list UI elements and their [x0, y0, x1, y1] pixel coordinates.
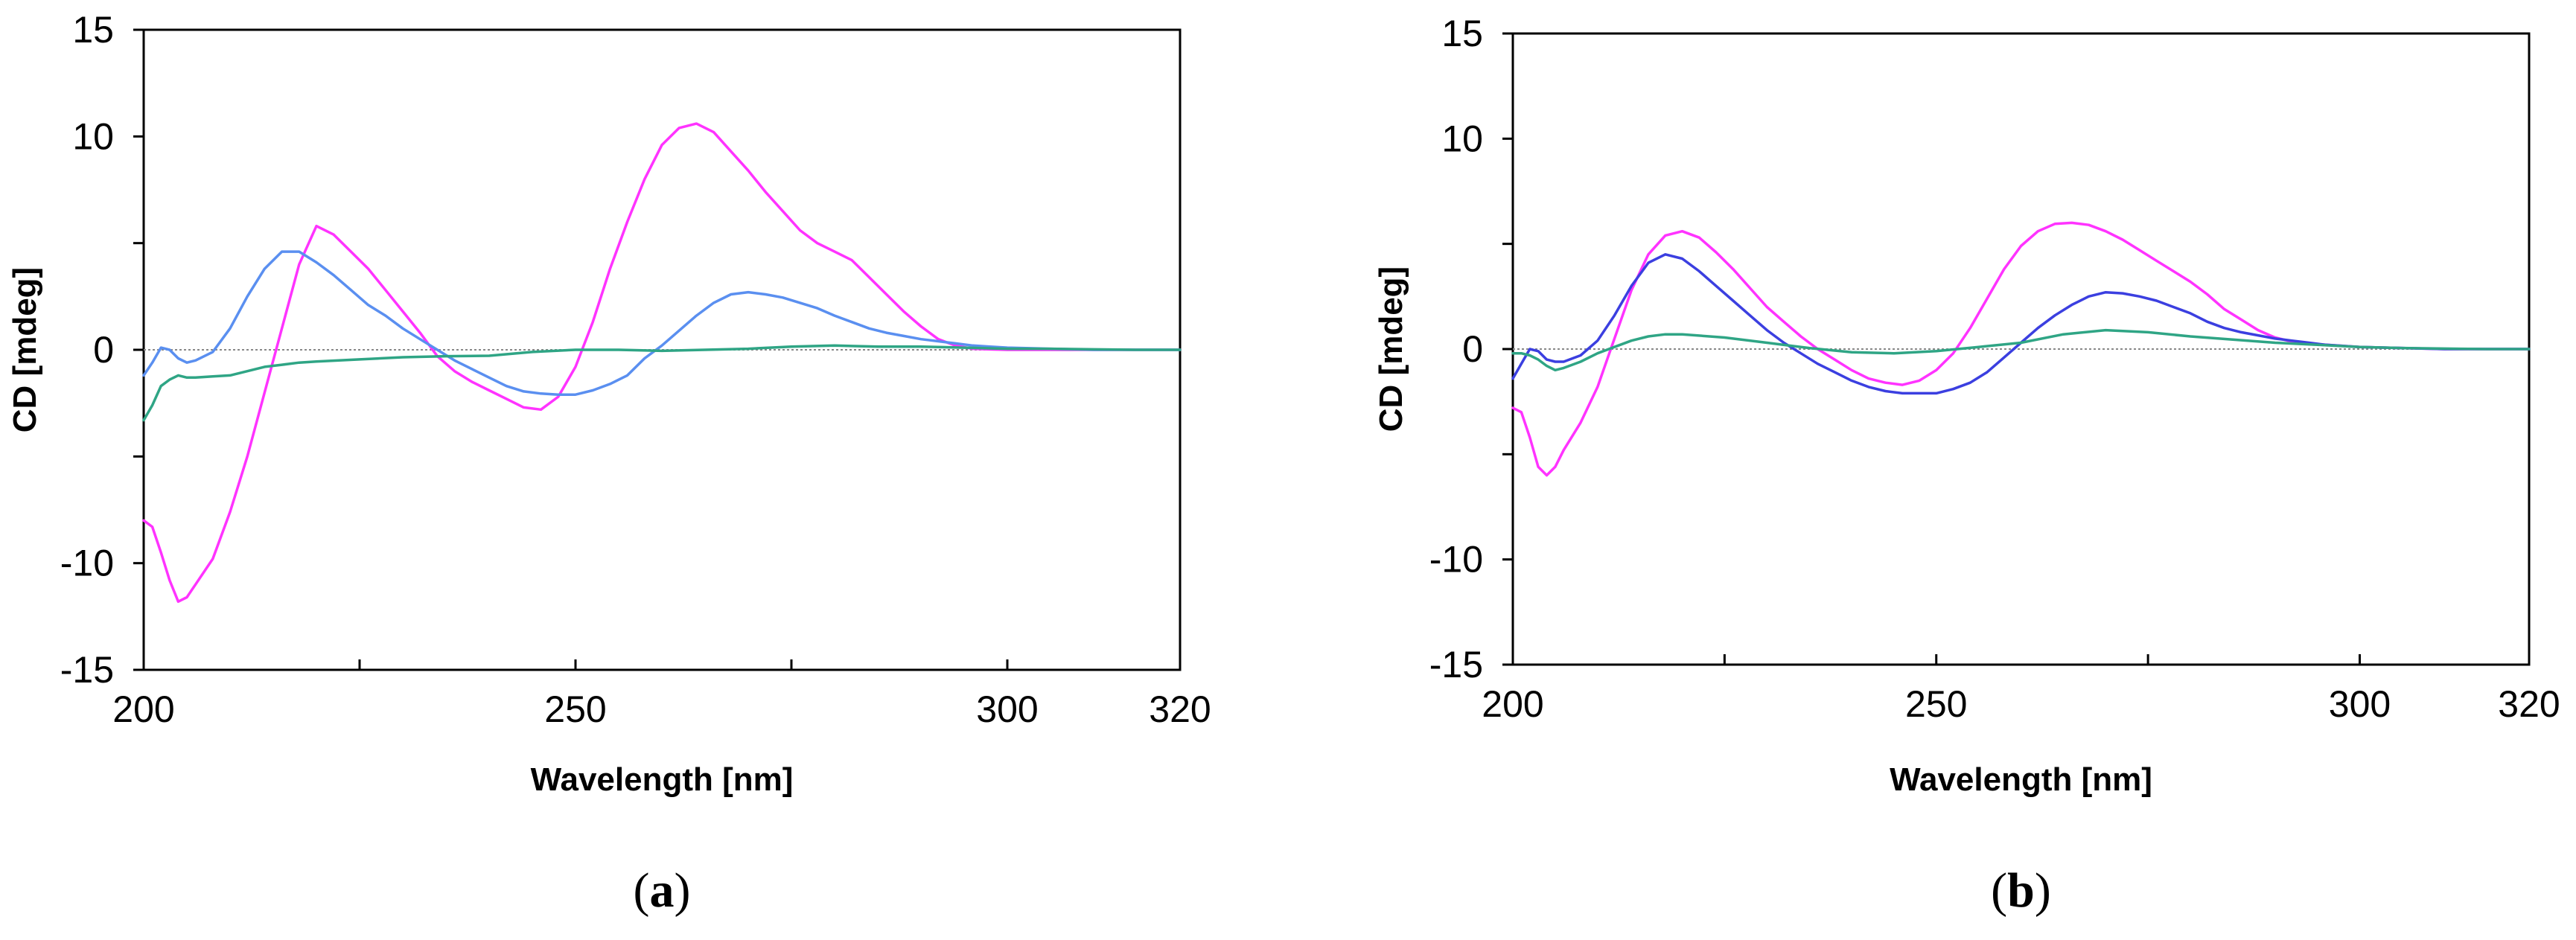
x-tick-label: 320	[2498, 683, 2560, 725]
y-tick-label: 10	[1441, 118, 1483, 159]
y-axis-title: CD [mdeg]	[1373, 266, 1409, 432]
y-tick-label: -15	[60, 649, 114, 691]
x-tick-label: 200	[1482, 683, 1543, 725]
y-tick-label: 0	[93, 329, 114, 371]
x-tick-label: 320	[1149, 688, 1211, 730]
y-tick-label: 10	[72, 115, 114, 157]
x-tick-label: 250	[544, 688, 606, 730]
x-axis-title: Wavelength [nm]	[1890, 761, 2152, 798]
panel-label: (b)	[1991, 863, 2051, 918]
y-tick-label: 15	[1441, 13, 1483, 54]
y-axis-title: CD [mdeg]	[7, 267, 43, 432]
y-tick-label: 15	[72, 9, 114, 51]
y-tick-label: -10	[60, 543, 114, 584]
series-line-magenta	[1511, 221, 2531, 477]
y-tick-label: 0	[1462, 328, 1483, 370]
panel-label: (a)	[634, 863, 691, 918]
series-line-blue	[1511, 253, 2531, 395]
x-tick-label: 200	[112, 688, 174, 730]
y-tick-label: -15	[1429, 644, 1483, 685]
series-line-green	[1511, 328, 2531, 372]
x-tick-label: 300	[2329, 683, 2391, 725]
x-tick-label: 300	[976, 688, 1038, 730]
y-tick-label: -10	[1429, 539, 1483, 581]
x-tick-label: 250	[1905, 683, 1967, 725]
series-line-magenta	[142, 122, 1182, 604]
series-line-blue	[142, 250, 1182, 396]
series-line-green	[142, 344, 1182, 422]
x-axis-title: Wavelength [nm]	[531, 761, 794, 798]
